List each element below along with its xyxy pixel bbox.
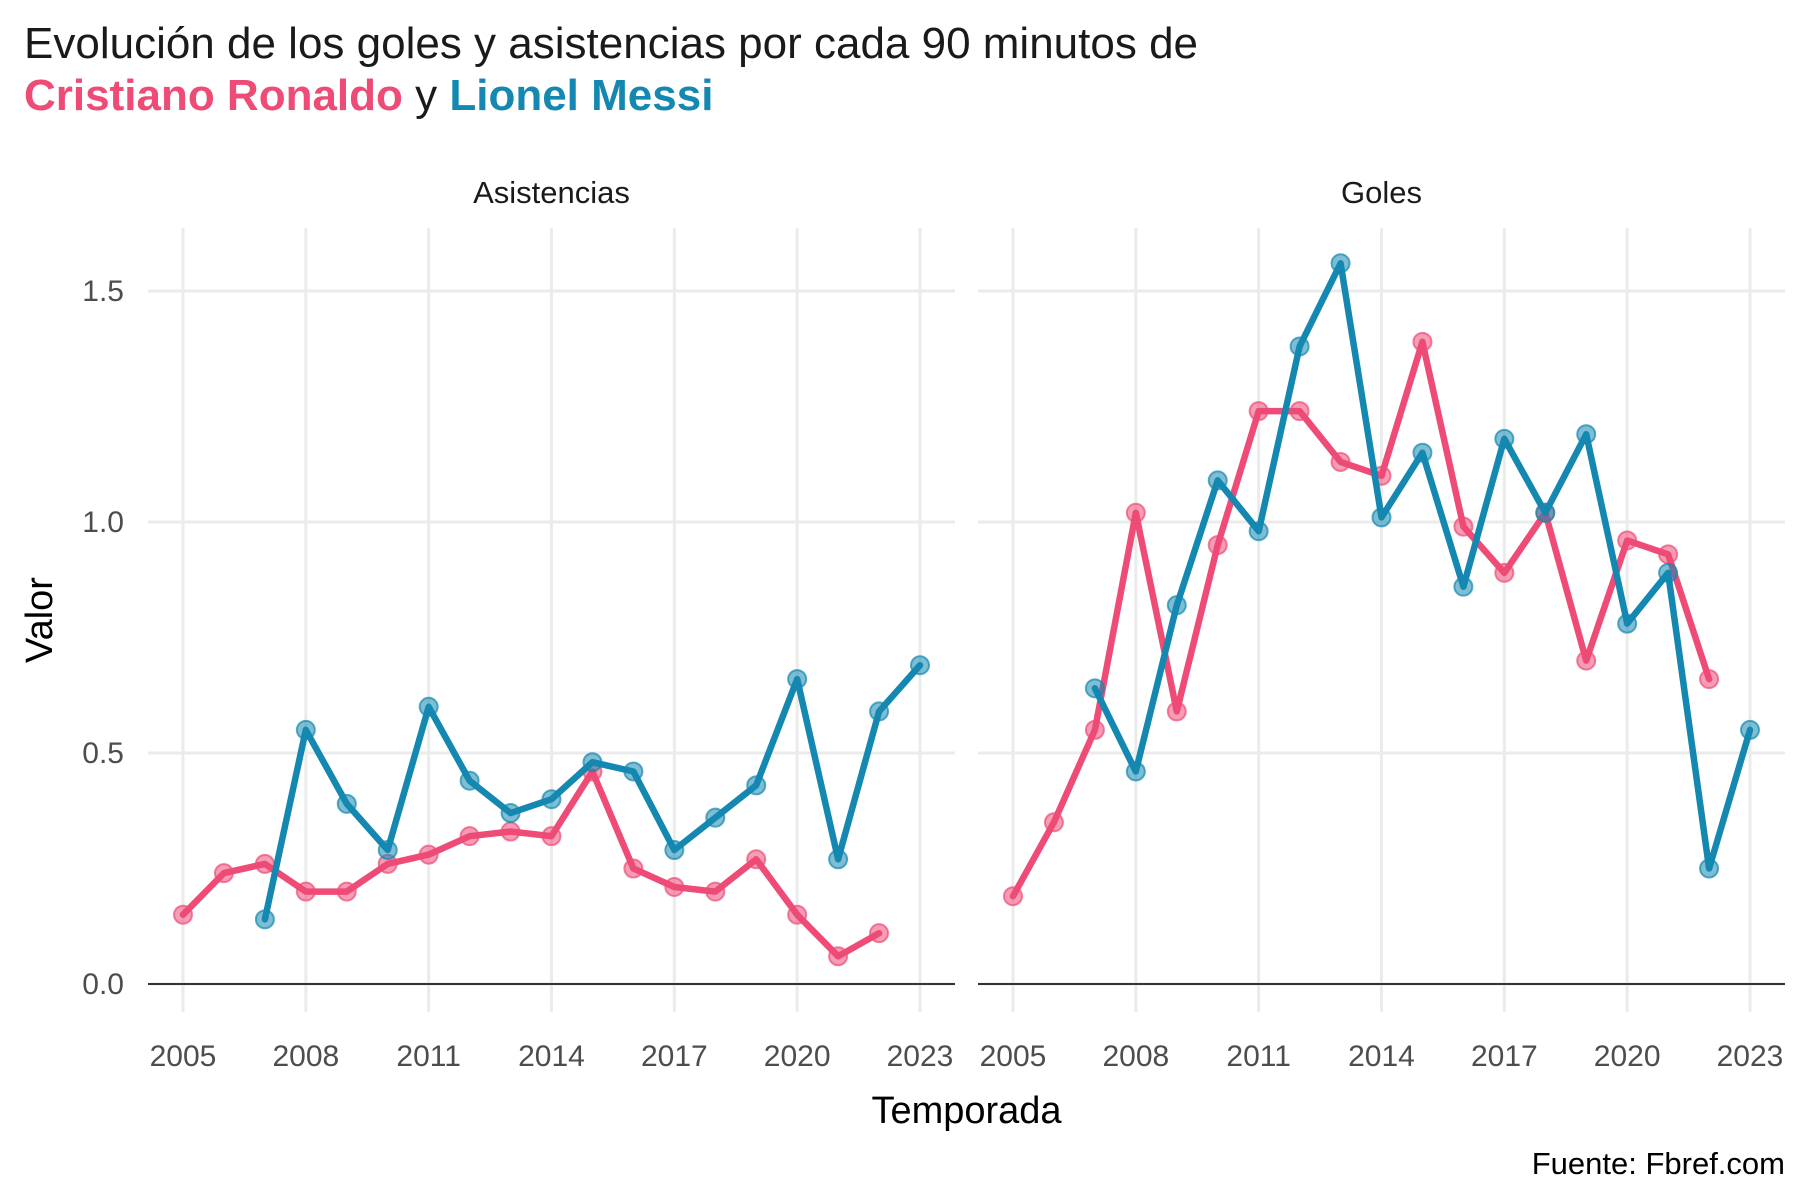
data-point-goles-cristiano-ronaldo-2005 [1003,886,1023,907]
data-point-asistencias-lionel-messi-2021 [828,849,849,870]
data-point-asistencias-cristiano-ronaldo-2011 [418,844,439,865]
x-tick-label-goles-2005: 2005 [980,1040,1047,1073]
data-point-asistencias-lionel-messi-2012 [459,770,480,791]
data-point-asistencias-cristiano-ronaldo-2019 [746,849,767,870]
data-point-asistencias-lionel-messi-2022 [869,701,890,722]
data-point-goles-cristiano-ronaldo-2021 [1658,544,1679,565]
data-point-asistencias-cristiano-ronaldo-2020 [787,904,808,925]
data-point-asistencias-lionel-messi-2007 [254,909,275,930]
source-caption: Fuente: Fbref.com [1532,1146,1785,1181]
data-point-goles-lionel-messi-2022 [1699,858,1720,879]
data-point-asistencias-lionel-messi-2019 [746,775,767,796]
series-line-asistencias-cristiano-ronaldo [179,768,883,960]
data-point-goles-lionel-messi-2010 [1207,470,1228,491]
data-point-goles-lionel-messi-2011 [1248,521,1269,542]
x-axis-title: Temporada [871,1090,1062,1132]
data-point-asistencias-cristiano-ronaldo-2014 [541,826,562,847]
title-messi: Lionel Messi [449,71,714,120]
data-point-goles-cristiano-ronaldo-2006 [1043,812,1064,833]
y-axis-title: Valor [19,577,61,663]
x-tick-label-goles-2011: 2011 [1226,1040,1291,1073]
x-tick-label-asistencias-2020: 2020 [764,1040,831,1073]
data-point-asistencias-lionel-messi-2014 [541,789,562,810]
data-point-asistencias-cristiano-ronaldo-2006 [213,863,234,884]
x-tick-label-asistencias-2017: 2017 [641,1040,708,1073]
data-point-asistencias-lionel-messi-2015 [582,752,603,773]
data-point-asistencias-cristiano-ronaldo-2008 [295,881,316,902]
series-line-goles-cristiano-ronaldo [1009,338,1713,900]
x-tick-label-goles-2020: 2020 [1594,1040,1661,1073]
y-tick-label-3: 1.5 [82,275,124,308]
title-joiner: y [402,71,450,120]
facet-label-asistencias: Asistencias [473,175,630,210]
data-point-asistencias-lionel-messi-2009 [336,793,357,814]
title-line-2: Cristiano Ronaldo y Lionel Messi [24,70,1198,122]
data-point-goles-lionel-messi-2012 [1289,336,1310,357]
x-tick-label-asistencias-2011: 2011 [396,1040,461,1073]
x-tick-label-asistencias-2005: 2005 [150,1040,217,1073]
data-point-goles-cristiano-ronaldo-2020 [1617,530,1638,551]
data-point-goles-lionel-messi-2014 [1371,507,1392,528]
title-ronaldo: Cristiano Ronaldo [24,71,403,120]
data-point-asistencias-lionel-messi-2010 [377,840,398,861]
data-point-asistencias-cristiano-ronaldo-2012 [459,826,480,847]
data-point-asistencias-cristiano-ronaldo-2013 [500,821,521,842]
data-point-goles-lionel-messi-2009 [1166,595,1187,616]
data-point-goles-lionel-messi-2017 [1494,428,1515,449]
data-point-asistencias-cristiano-ronaldo-2021 [828,946,849,967]
data-point-goles-cristiano-ronaldo-2012 [1289,401,1310,422]
data-point-goles-lionel-messi-2016 [1453,576,1474,597]
data-point-goles-cristiano-ronaldo-2008 [1125,502,1146,523]
data-point-asistencias-cristiano-ronaldo-2018 [705,881,726,902]
y-tick-label-1: 0.5 [82,737,124,770]
data-point-asistencias-lionel-messi-2020 [787,669,808,690]
data-point-goles-cristiano-ronaldo-2022 [1699,669,1720,690]
x-tick-label-asistencias-2023: 2023 [887,1040,954,1073]
data-point-goles-lionel-messi-2020 [1617,613,1638,634]
data-point-goles-cristiano-ronaldo-2019 [1576,650,1597,671]
x-tick-label-goles-2023: 2023 [1717,1040,1784,1073]
facet-label-goles: Goles [1341,175,1422,210]
data-point-asistencias-cristiano-ronaldo-2016 [623,858,644,879]
data-point-asistencias-cristiano-ronaldo-2007 [254,853,275,874]
data-point-asistencias-lionel-messi-2016 [623,761,644,782]
data-point-goles-cristiano-ronaldo-2010 [1207,535,1228,556]
data-point-asistencias-cristiano-ronaldo-2022 [869,923,890,944]
data-point-goles-lionel-messi-2015 [1412,442,1433,463]
data-point-asistencias-lionel-messi-2008 [295,719,316,740]
data-point-goles-lionel-messi-2008 [1125,761,1146,782]
x-tick-label-goles-2017: 2017 [1471,1040,1538,1073]
data-point-goles-cristiano-ronaldo-2007 [1084,719,1105,740]
data-point-goles-cristiano-ronaldo-2015 [1412,331,1433,352]
data-point-asistencias-cristiano-ronaldo-2017 [664,876,685,897]
data-point-goles-cristiano-ronaldo-2013 [1330,451,1351,472]
data-point-goles-lionel-messi-2023 [1740,719,1760,740]
data-point-goles-cristiano-ronaldo-2017 [1494,562,1515,583]
x-tick-label-goles-2014: 2014 [1348,1040,1415,1073]
data-point-asistencias-lionel-messi-2018 [705,807,726,828]
data-point-goles-lionel-messi-2007 [1084,678,1105,699]
data-point-goles-lionel-messi-2018 [1535,502,1556,523]
data-point-asistencias-lionel-messi-2023 [910,655,930,676]
x-tick-label-asistencias-2008: 2008 [272,1040,339,1073]
y-tick-label-0: 0.0 [82,968,124,1001]
data-point-asistencias-lionel-messi-2013 [500,803,521,824]
title-line-1: Evolución de los goles y asistencias por… [24,19,1199,68]
data-point-goles-lionel-messi-2013 [1330,253,1351,274]
data-point-goles-cristiano-ronaldo-2016 [1453,516,1474,537]
data-point-goles-lionel-messi-2019 [1576,424,1597,445]
data-point-asistencias-lionel-messi-2011 [418,696,439,717]
data-point-asistencias-cristiano-ronaldo-2009 [336,881,357,902]
data-point-goles-lionel-messi-2021 [1658,562,1679,583]
chart-title: Evolución de los goles y asistencias por… [24,18,1198,122]
y-tick-label-2: 1.0 [82,506,124,539]
x-tick-label-goles-2008: 2008 [1102,1040,1169,1073]
data-point-asistencias-cristiano-ronaldo-2005 [173,904,193,925]
data-point-goles-cristiano-ronaldo-2011 [1248,401,1269,422]
x-tick-label-asistencias-2014: 2014 [518,1040,585,1073]
data-point-goles-cristiano-ronaldo-2009 [1166,701,1187,722]
data-point-asistencias-lionel-messi-2017 [664,840,685,861]
